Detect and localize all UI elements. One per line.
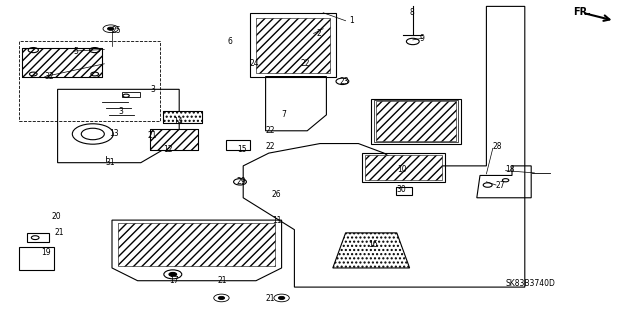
Text: 22: 22 bbox=[266, 126, 275, 135]
Text: 3: 3 bbox=[118, 107, 124, 116]
Text: 10: 10 bbox=[397, 165, 406, 174]
Bar bbox=[371, 99, 461, 144]
Text: 1: 1 bbox=[349, 16, 353, 25]
Bar bbox=[122, 92, 140, 97]
Circle shape bbox=[169, 272, 177, 276]
Bar bbox=[118, 223, 275, 266]
Text: 27: 27 bbox=[496, 181, 506, 189]
Text: 21: 21 bbox=[54, 228, 64, 237]
Text: 19: 19 bbox=[42, 248, 51, 256]
Bar bbox=[22, 48, 102, 77]
Text: 28: 28 bbox=[493, 142, 502, 151]
Bar bbox=[374, 100, 458, 142]
Text: 26: 26 bbox=[272, 190, 282, 199]
Bar bbox=[163, 111, 202, 123]
Text: 8: 8 bbox=[410, 8, 414, 17]
Text: 23: 23 bbox=[339, 77, 349, 86]
Bar bbox=[150, 129, 198, 150]
Text: 11: 11 bbox=[272, 216, 282, 225]
Text: 12: 12 bbox=[163, 145, 173, 154]
Text: 13: 13 bbox=[109, 130, 118, 138]
Text: 20: 20 bbox=[51, 212, 61, 221]
Bar bbox=[396, 187, 412, 195]
Bar bbox=[226, 140, 250, 150]
Bar bbox=[376, 101, 456, 141]
Text: 22: 22 bbox=[301, 59, 310, 68]
Text: 5: 5 bbox=[74, 47, 79, 56]
Text: 17: 17 bbox=[170, 276, 179, 285]
Text: 31: 31 bbox=[106, 158, 115, 167]
Bar bbox=[19, 41, 160, 121]
Text: 29: 29 bbox=[237, 177, 246, 186]
Text: 25: 25 bbox=[112, 26, 122, 35]
Text: 6: 6 bbox=[227, 37, 232, 46]
Text: 21: 21 bbox=[218, 276, 227, 285]
Text: 15: 15 bbox=[237, 145, 246, 154]
Bar bbox=[22, 48, 102, 77]
Text: 24: 24 bbox=[250, 59, 259, 68]
Bar bbox=[19, 247, 54, 270]
Text: 18: 18 bbox=[506, 165, 515, 174]
Circle shape bbox=[278, 296, 285, 300]
Bar bbox=[365, 155, 442, 180]
Text: 14: 14 bbox=[173, 117, 182, 126]
Text: 21: 21 bbox=[266, 294, 275, 303]
Text: 21: 21 bbox=[147, 131, 157, 140]
Bar bbox=[362, 153, 445, 182]
Text: FR.: FR. bbox=[573, 7, 591, 17]
Circle shape bbox=[108, 27, 114, 30]
Text: 22: 22 bbox=[266, 142, 275, 151]
Circle shape bbox=[218, 296, 225, 300]
Text: 16: 16 bbox=[368, 240, 378, 249]
Text: 32: 32 bbox=[45, 72, 54, 81]
Text: 3: 3 bbox=[150, 85, 156, 94]
Text: 30: 30 bbox=[397, 185, 406, 194]
Bar bbox=[256, 18, 330, 73]
Bar bbox=[163, 111, 202, 123]
Bar bbox=[27, 233, 49, 242]
Bar bbox=[150, 129, 198, 150]
Text: 7: 7 bbox=[282, 110, 287, 119]
Text: 9: 9 bbox=[419, 34, 424, 43]
Text: 2: 2 bbox=[317, 29, 321, 38]
Text: SK83B3740D: SK83B3740D bbox=[506, 279, 556, 288]
